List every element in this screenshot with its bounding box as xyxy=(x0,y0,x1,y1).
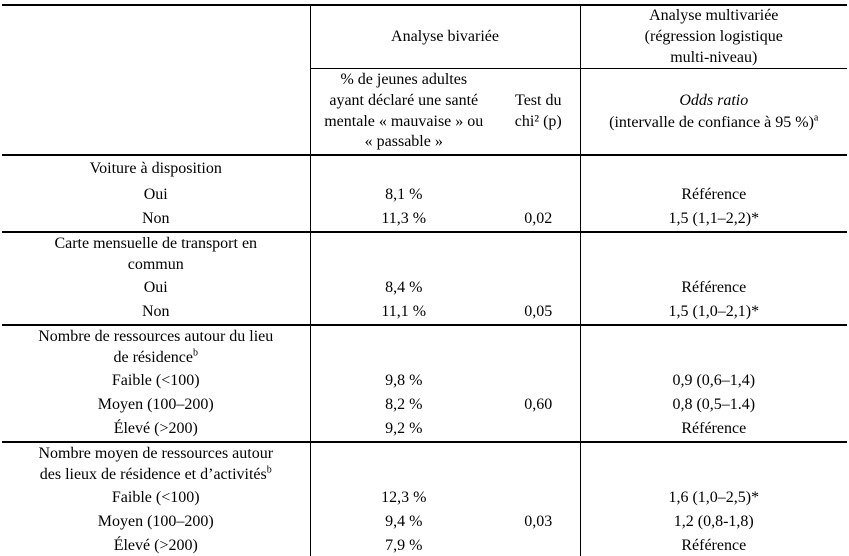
chi-value xyxy=(497,535,580,556)
pct-value: 7,9 % xyxy=(385,536,423,554)
header-row-analysis-type: Analyse bivariée Analyse multivariée (ré… xyxy=(2,5,848,70)
pct-value: 9,4 % xyxy=(385,513,423,531)
or-value: 0,9 (0,6–1,4) xyxy=(579,369,848,394)
category-label: Non xyxy=(2,207,311,233)
variable-name-cell: Nombre de ressources autour du lieu de r… xyxy=(2,324,311,370)
chi-value xyxy=(497,277,580,301)
or-value: 1,6 (1,0–2,5)* xyxy=(579,486,848,511)
variable-name-cell: Voiture à disposition xyxy=(2,154,311,184)
chi-square-column-label: Test du chi² (p) xyxy=(514,91,562,130)
table-row: Oui 8,1 % Référence xyxy=(2,183,848,208)
or-value: Référence xyxy=(579,183,848,208)
category-label: Non xyxy=(2,300,311,326)
or-value: 1,5 (1,1–2,2)* xyxy=(579,207,848,233)
pct-value: 8,1 % xyxy=(385,186,423,204)
variable-name-cell: Nombre moyen de ressources autour des li… xyxy=(2,441,311,487)
percent-column-header: % de jeunes adultes ayant déclaré une sa… xyxy=(310,68,497,156)
table-row: Faible (<100) 9,8 % 0,9 (0,6–1,4) xyxy=(2,369,848,394)
pct-cell xyxy=(310,232,497,277)
multivariate-analysis-header: Analyse multivariée (régression logistiq… xyxy=(579,5,848,70)
odds-ratio-column-header: Odds ratio (intervalle de confiance à 95… xyxy=(579,68,848,156)
pct-cell xyxy=(310,155,497,184)
variable-name: Carte mensuelle de transport en commun xyxy=(54,235,258,273)
or-value: Référence xyxy=(579,276,848,301)
or-cell xyxy=(579,324,848,370)
or-value: 1,2 (0,8-1,8) xyxy=(579,510,848,535)
or-value: 1,5 (1,0–2,1)* xyxy=(579,300,848,326)
table-row: Oui 8,4 % Référence xyxy=(2,276,848,301)
pct-cell xyxy=(310,325,497,370)
pct-value: 9,2 % xyxy=(310,417,497,443)
footnote-marker-b: b xyxy=(266,464,272,476)
variable-name: Nombre moyen de ressources autour des li… xyxy=(38,445,274,483)
chi-value xyxy=(497,370,580,394)
bivariate-analysis-label: Analyse bivariée xyxy=(391,27,499,45)
table-row: Non 11,1 % 0,05 1,5 (1,0–2,1)* xyxy=(2,300,848,326)
multivariate-analysis-label: Analyse multivariée (régression logistiq… xyxy=(644,7,783,66)
or-cell xyxy=(579,441,848,487)
pct-value: 9,8 % xyxy=(385,372,423,390)
category-label: Oui xyxy=(2,276,311,301)
chi-square-column-header: Test du chi² (p) xyxy=(497,68,581,156)
bivariate-analysis-header: Analyse bivariée xyxy=(310,5,581,70)
category-label: Élevé (>200) xyxy=(2,417,311,443)
variable-name-cell: Carte mensuelle de transport en commun xyxy=(2,231,311,277)
pct-value: 12,3 % xyxy=(381,489,427,507)
pct-cell xyxy=(310,442,497,487)
or-value: Référence xyxy=(579,534,848,556)
confidence-interval-label: (intervalle de confiance à 95 %) xyxy=(609,113,814,131)
chi-value xyxy=(497,487,580,511)
header-row-measures: % de jeunes adultes ayant déclaré une sa… xyxy=(2,68,848,156)
or-cell xyxy=(579,154,848,184)
or-value: 0,8 (0,5–1.4) xyxy=(579,393,848,418)
pct-value: 8,2 % xyxy=(385,396,423,414)
section-title-row: Nombre moyen de ressources autour des li… xyxy=(2,441,848,487)
table-row: Faible (<100) 12,3 % 1,6 (1,0–2,5)* xyxy=(2,486,848,511)
chi-cell xyxy=(497,442,580,487)
chi-cell xyxy=(497,232,580,277)
table-row: Élevé (>200) 7,9 % Référence xyxy=(2,534,848,556)
category-label: Oui xyxy=(2,183,311,208)
chi-value xyxy=(497,184,580,208)
chi-value: 0,03 xyxy=(524,513,553,531)
table-row: Moyen (100–200) 8,2 % 0,60 0,8 (0,5–1.4) xyxy=(2,393,848,418)
variable-name: Voiture à disposition xyxy=(89,160,222,178)
footnote-marker-a: a xyxy=(813,112,819,124)
chi-value xyxy=(497,417,581,443)
table-row: Non 11,3 % 0,02 1,5 (1,1–2,2)* xyxy=(2,207,848,233)
chi-cell xyxy=(497,325,580,370)
chi-cell xyxy=(497,155,580,184)
pct-value: 11,1 % xyxy=(310,300,497,326)
section-title-row: Voiture à disposition xyxy=(2,154,848,184)
category-label: Moyen (100–200) xyxy=(2,510,311,535)
or-cell xyxy=(579,231,848,277)
section-title-row: Nombre de ressources autour du lieu de r… xyxy=(2,324,848,370)
or-value: Référence xyxy=(579,417,848,443)
category-label: Faible (<100) xyxy=(2,486,311,511)
category-label: Faible (<100) xyxy=(2,369,311,394)
table-row: Élevé (>200) 9,2 % Référence xyxy=(2,417,848,443)
table-row: Moyen (100–200) 9,4 % 0,03 1,2 (0,8-1,8) xyxy=(2,510,848,535)
empty-header-cell xyxy=(2,5,311,69)
chi-value: 0,05 xyxy=(497,300,581,326)
empty-header-cell xyxy=(2,68,311,156)
section-title-row: Carte mensuelle de transport en commun xyxy=(2,231,848,277)
chi-value: 0,60 xyxy=(524,396,553,414)
category-label: Moyen (100–200) xyxy=(2,393,311,418)
statistical-results-table: Analyse bivariée Analyse multivariée (ré… xyxy=(2,4,848,556)
variable-name: Nombre de ressources autour du lieu de r… xyxy=(38,328,274,366)
chi-value: 0,02 xyxy=(497,207,581,233)
pct-value: 8,4 % xyxy=(385,279,423,297)
category-label: Élevé (>200) xyxy=(2,534,311,556)
footnote-marker-b: b xyxy=(193,347,198,359)
pct-value: 11,3 % xyxy=(310,207,497,233)
percent-column-label: % de jeunes adultes ayant déclaré une sa… xyxy=(324,71,484,151)
odds-ratio-label: Odds ratio xyxy=(679,92,749,110)
